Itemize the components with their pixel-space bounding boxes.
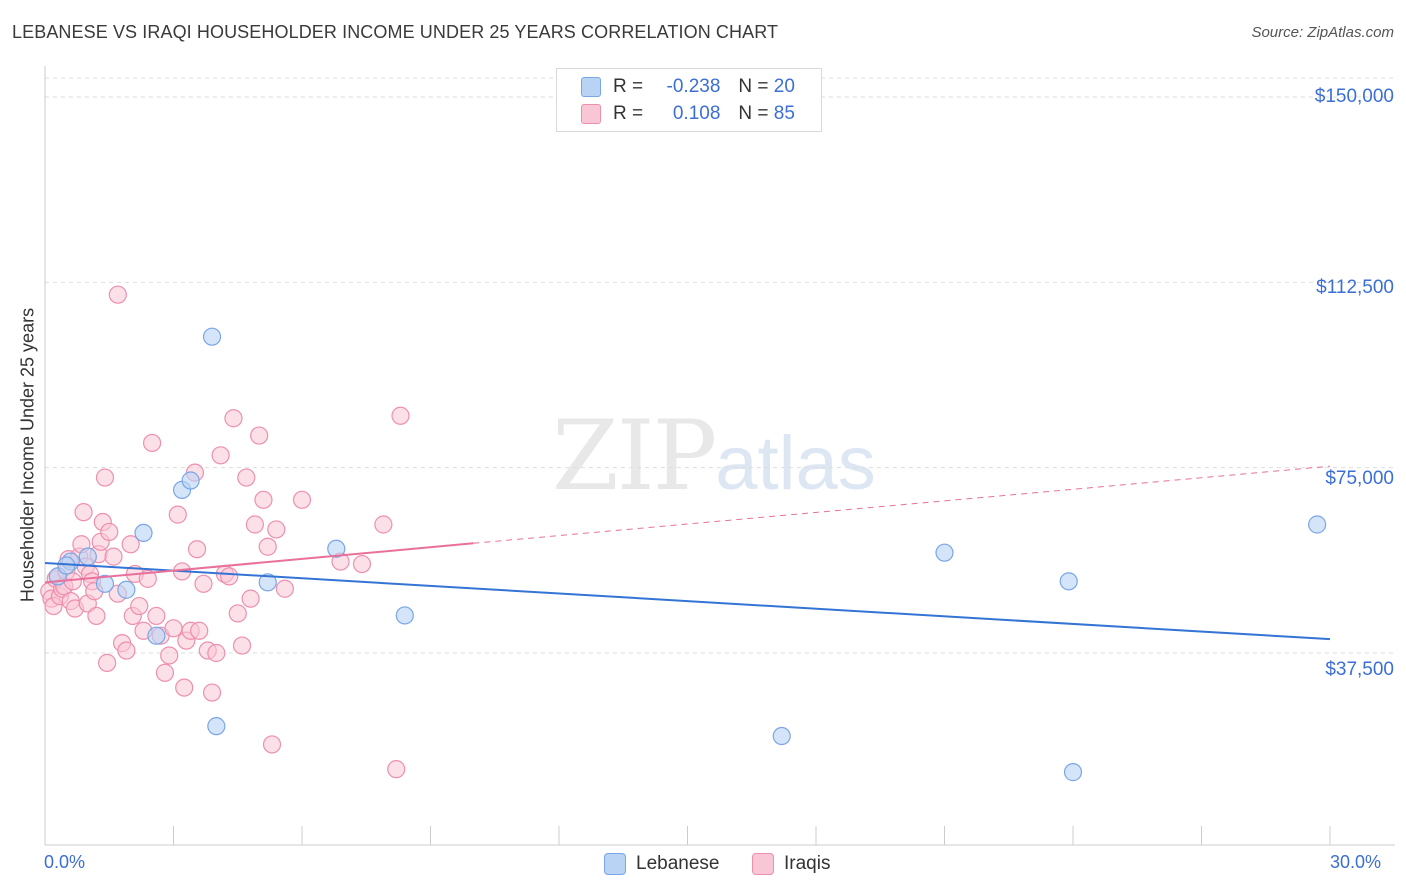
- lebanese-point: [207, 717, 226, 736]
- iraqis-point: [241, 589, 260, 608]
- iraqis-point: [130, 596, 149, 616]
- lebanese-point: [117, 580, 136, 599]
- legend-n-label: N =: [738, 76, 769, 97]
- iraqis-point: [262, 735, 282, 754]
- iraqis-point: [194, 574, 213, 593]
- iraqis-point: [292, 490, 312, 509]
- lebanese-point: [1059, 572, 1078, 591]
- lebanese-point: [95, 574, 115, 593]
- iraqis-point: [190, 621, 209, 640]
- lebanese-point: [1063, 763, 1083, 782]
- iraqis-point: [220, 567, 239, 586]
- lebanese-point: [1308, 515, 1327, 534]
- iraqis-point: [117, 641, 136, 660]
- iraqis-swatch: [581, 104, 601, 124]
- iraqis-point: [254, 490, 273, 509]
- lebanese-point: [147, 626, 166, 645]
- lebanese-legend-label: Lebanese: [636, 853, 720, 874]
- iraqis-point: [245, 515, 264, 534]
- y-tick-label: $112,500: [1316, 277, 1394, 298]
- iraqis-point: [98, 653, 117, 672]
- iraqis-point: [250, 426, 269, 445]
- iraqis-point: [175, 678, 194, 697]
- legend-r-label: R =: [613, 76, 644, 97]
- iraqis-point: [142, 433, 162, 453]
- iraqis-point: [267, 520, 286, 539]
- watermark-atlas: atlas: [715, 421, 876, 506]
- lebanese-point: [181, 471, 200, 490]
- y-tick-label: $37,500: [1325, 659, 1394, 680]
- iraqis-point: [374, 515, 393, 534]
- x-tick-label-min: 0.0%: [44, 852, 86, 872]
- iraqis-point: [211, 446, 230, 465]
- iraqis-point: [228, 604, 247, 623]
- iraqis-point: [237, 468, 256, 487]
- lebanese-point: [327, 539, 346, 558]
- iraqis-point: [100, 522, 119, 542]
- iraqis-point: [258, 537, 277, 556]
- y-tick-label: $75,000: [1325, 468, 1394, 489]
- lebanese-point: [258, 573, 277, 592]
- iraqis-legend-swatch: [752, 853, 774, 875]
- iraqis-legend-label: Iraqis: [784, 853, 831, 874]
- lebanese-trend-line: [44, 562, 1331, 641]
- lebanese-point: [202, 327, 222, 346]
- iraqis-point: [387, 760, 406, 779]
- iraqis-point: [202, 683, 222, 702]
- legend-r-value: 0.108: [672, 103, 721, 124]
- iraqis-point: [224, 409, 243, 428]
- lebanese-point: [395, 606, 414, 625]
- y-axis-title: Householder Income Under 25 years: [17, 307, 38, 603]
- chart-title: LEBANESE VS IRAQI HOUSEHOLDER INCOME UND…: [12, 22, 779, 42]
- iraqis-point: [104, 547, 123, 566]
- iraqis-point: [164, 619, 183, 638]
- iraqis-point: [207, 643, 226, 663]
- iraqis-point: [87, 606, 106, 626]
- iraqis-point: [168, 505, 187, 524]
- lebanese-point: [134, 523, 153, 543]
- correlation-legend: R = -0.238 N = 20 R = 0.108 N = 85: [556, 68, 822, 132]
- lebanese-swatch: [581, 77, 601, 97]
- lebanese-legend-swatch: [604, 853, 626, 875]
- bottom-legend-lebanese: Lebanese: [604, 850, 719, 878]
- legend-row-iraqis: R = 0.108 N = 85: [581, 101, 795, 127]
- iraqis-point: [160, 646, 179, 665]
- x-tick-label-max: 30.0%: [1330, 852, 1382, 872]
- source-label: Source: ZipAtlas.com: [1251, 24, 1394, 41]
- iraqis-point: [275, 579, 294, 598]
- iraqis-point: [95, 468, 115, 487]
- iraqis-point: [232, 636, 252, 655]
- legend-row-lebanese: R = -0.238 N = 20: [581, 74, 795, 100]
- iraqis-point: [155, 663, 175, 682]
- legend-r-value: -0.238: [666, 76, 721, 97]
- legend-n-value: 20: [773, 76, 795, 97]
- iraqis-point: [352, 554, 372, 574]
- iraqis-point: [74, 503, 93, 522]
- iraqis-point: [138, 569, 157, 588]
- watermark: ZIPatlas: [552, 400, 876, 512]
- iraqis-point: [108, 285, 127, 304]
- iraqis-trend-extension: [473, 465, 1331, 544]
- iraqis-trend-line: [44, 542, 474, 584]
- iraqis-point: [391, 406, 410, 425]
- legend-n-label: N =: [738, 103, 769, 124]
- watermark-zip: ZIP: [552, 400, 717, 512]
- iraqis-point: [147, 606, 166, 626]
- y-tick-label: $150,000: [1314, 86, 1394, 107]
- legend-r-label: R =: [613, 103, 644, 124]
- bottom-legend-iraqis: Iraqis: [752, 850, 830, 878]
- lebanese-point: [772, 726, 791, 746]
- iraqis-point: [187, 540, 207, 559]
- iraqis-point: [121, 535, 140, 554]
- legend-n-value: 85: [773, 103, 795, 124]
- lebanese-point: [935, 543, 954, 562]
- lebanese-point: [78, 547, 97, 566]
